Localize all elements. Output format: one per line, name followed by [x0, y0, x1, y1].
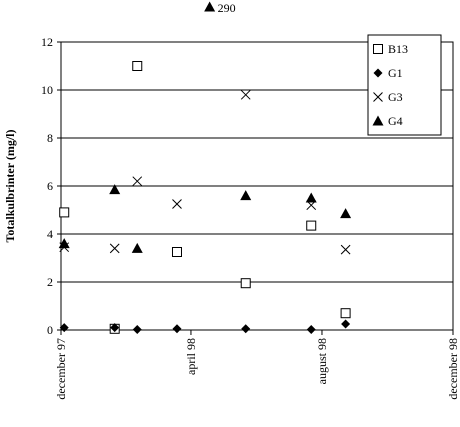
triangle-marker	[131, 242, 143, 253]
square-marker	[340, 308, 351, 319]
triangle-marker	[58, 238, 70, 249]
square-marker	[132, 61, 143, 71]
legend-marker-g3	[373, 92, 383, 102]
diamond-marker	[341, 319, 351, 329]
point-g1	[132, 325, 142, 335]
y-tick-label: 0	[47, 323, 53, 337]
diamond-marker	[172, 324, 182, 334]
point-g3	[340, 244, 351, 255]
data-points	[58, 61, 352, 335]
legend-label: G1	[388, 66, 403, 80]
point-g1	[241, 324, 251, 334]
cross-stroke	[109, 243, 120, 254]
point-g1	[110, 323, 120, 333]
triangle-marker	[240, 190, 252, 201]
legend-label: G4	[388, 114, 403, 128]
point-g3	[172, 199, 182, 209]
y-tick-label: 8	[47, 131, 53, 145]
y-tick-label: 6	[47, 179, 53, 193]
diamond-marker	[59, 323, 69, 333]
point-b13	[340, 308, 351, 319]
triangle-marker	[305, 192, 317, 203]
legend-marker-g1	[373, 68, 383, 78]
x-tick-label: december 98	[446, 338, 460, 400]
point-b13	[59, 207, 70, 218]
cross-stroke	[132, 176, 143, 187]
x-tick-label: december 97	[54, 338, 68, 400]
point-g1	[172, 324, 182, 334]
x-axis-ticks: december 97 april 98 august 98 december 98	[54, 330, 460, 400]
point-g3	[132, 176, 143, 187]
square-marker	[306, 220, 317, 231]
point-g4	[305, 192, 317, 203]
point-g4	[340, 208, 352, 219]
point-g4	[109, 184, 121, 195]
square-marker	[373, 44, 383, 54]
point-g1	[341, 319, 351, 329]
cross-stroke	[240, 89, 251, 100]
x-tick-label: april 98	[184, 338, 198, 375]
point-g4	[58, 238, 70, 249]
cross-stroke	[340, 244, 351, 255]
diamond-marker	[373, 68, 383, 78]
legend-label: B13	[388, 42, 408, 56]
point-g3	[109, 243, 120, 254]
annotations: 290	[204, 1, 236, 15]
point-b13	[240, 278, 251, 289]
point-b13	[171, 247, 182, 257]
triangle-marker	[109, 184, 121, 195]
x-tick-label: august 98	[315, 338, 329, 384]
point-g3	[240, 89, 251, 100]
annotation-label: 290	[218, 1, 236, 15]
diamond-marker	[132, 325, 142, 335]
legend-marker-b13	[373, 44, 383, 54]
square-marker	[59, 207, 70, 218]
legend-marker-g4	[372, 115, 384, 126]
point-g4	[131, 242, 143, 253]
legend: B13 G1 G3 G4	[367, 34, 442, 136]
annotation-marker	[204, 1, 216, 12]
triangle-marker	[204, 1, 216, 12]
square-marker	[240, 278, 251, 289]
triangle-marker	[372, 115, 384, 126]
y-axis-label: Totalkulbrinter (mg/l)	[3, 129, 17, 242]
y-tick-label: 2	[47, 275, 53, 289]
diamond-marker	[110, 323, 120, 333]
point-g1	[306, 325, 316, 335]
y-tick-label: 12	[41, 35, 53, 49]
triangle-marker	[340, 208, 352, 219]
point-g1	[59, 323, 69, 333]
square-marker	[171, 247, 182, 257]
point-g4	[240, 190, 252, 201]
point-b13	[306, 220, 317, 231]
point-b13	[132, 61, 143, 71]
diamond-marker	[241, 324, 251, 334]
y-axis-ticks: 0 2 4 6 8 10 12	[41, 35, 61, 337]
y-tick-label: 10	[41, 83, 53, 97]
cross-stroke	[373, 92, 383, 102]
diamond-marker	[306, 325, 316, 335]
cross-stroke	[172, 199, 182, 209]
y-tick-label: 4	[47, 227, 53, 241]
legend-label: G3	[388, 90, 403, 104]
